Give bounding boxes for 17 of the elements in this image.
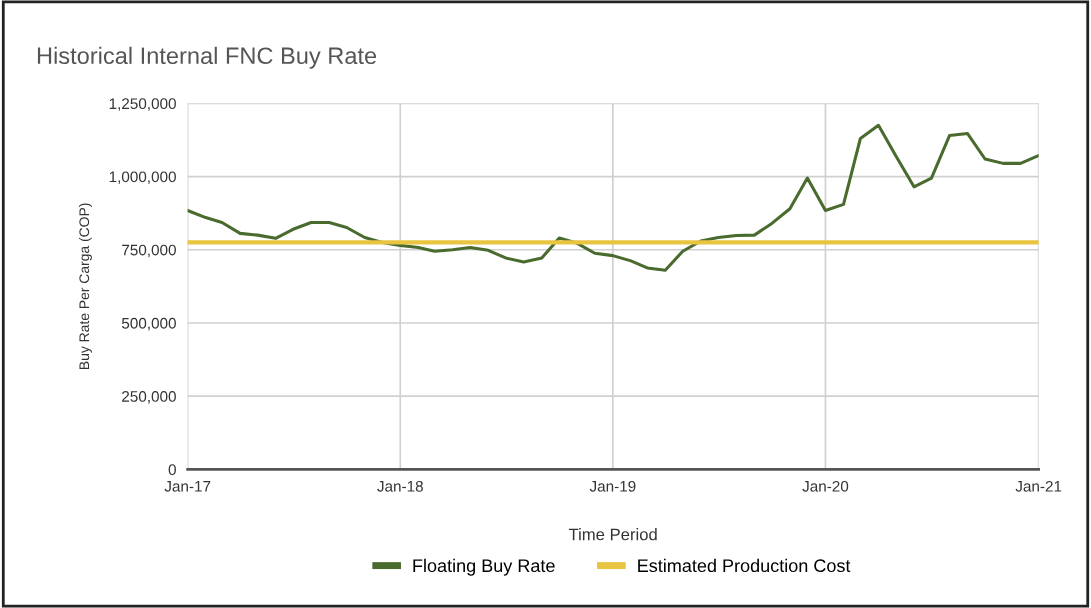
y-tick-label: 500,000 — [121, 317, 176, 331]
x-tick-label: Jan-20 — [802, 480, 849, 492]
legend-label: Floating Buy Rate — [413, 558, 555, 576]
y-axis-title: Buy Rate Per Carga (COP) — [78, 203, 92, 369]
y-tick-label: 1,250,000 — [109, 98, 176, 111]
x-tick-label: Jan-17 — [164, 481, 211, 492]
y-tick-label: 250,000 — [122, 391, 176, 404]
x-axis-title: Time Period — [568, 528, 657, 541]
legend-label: Estimated Production Cost — [638, 558, 851, 573]
chart-title: Historical Internal FNC Buy Rate — [37, 46, 377, 69]
y-tick-label: 750,000 — [122, 244, 176, 258]
y-tick-label: 1,000,000 — [109, 171, 176, 185]
x-tick-label: Jan-19 — [589, 480, 636, 492]
line-series — [187, 123, 1039, 272]
y-tick-label: 0 — [168, 464, 176, 476]
x-tick-label: Jan-18 — [377, 480, 423, 492]
x-tick-label: Jan-21 — [1015, 480, 1062, 492]
